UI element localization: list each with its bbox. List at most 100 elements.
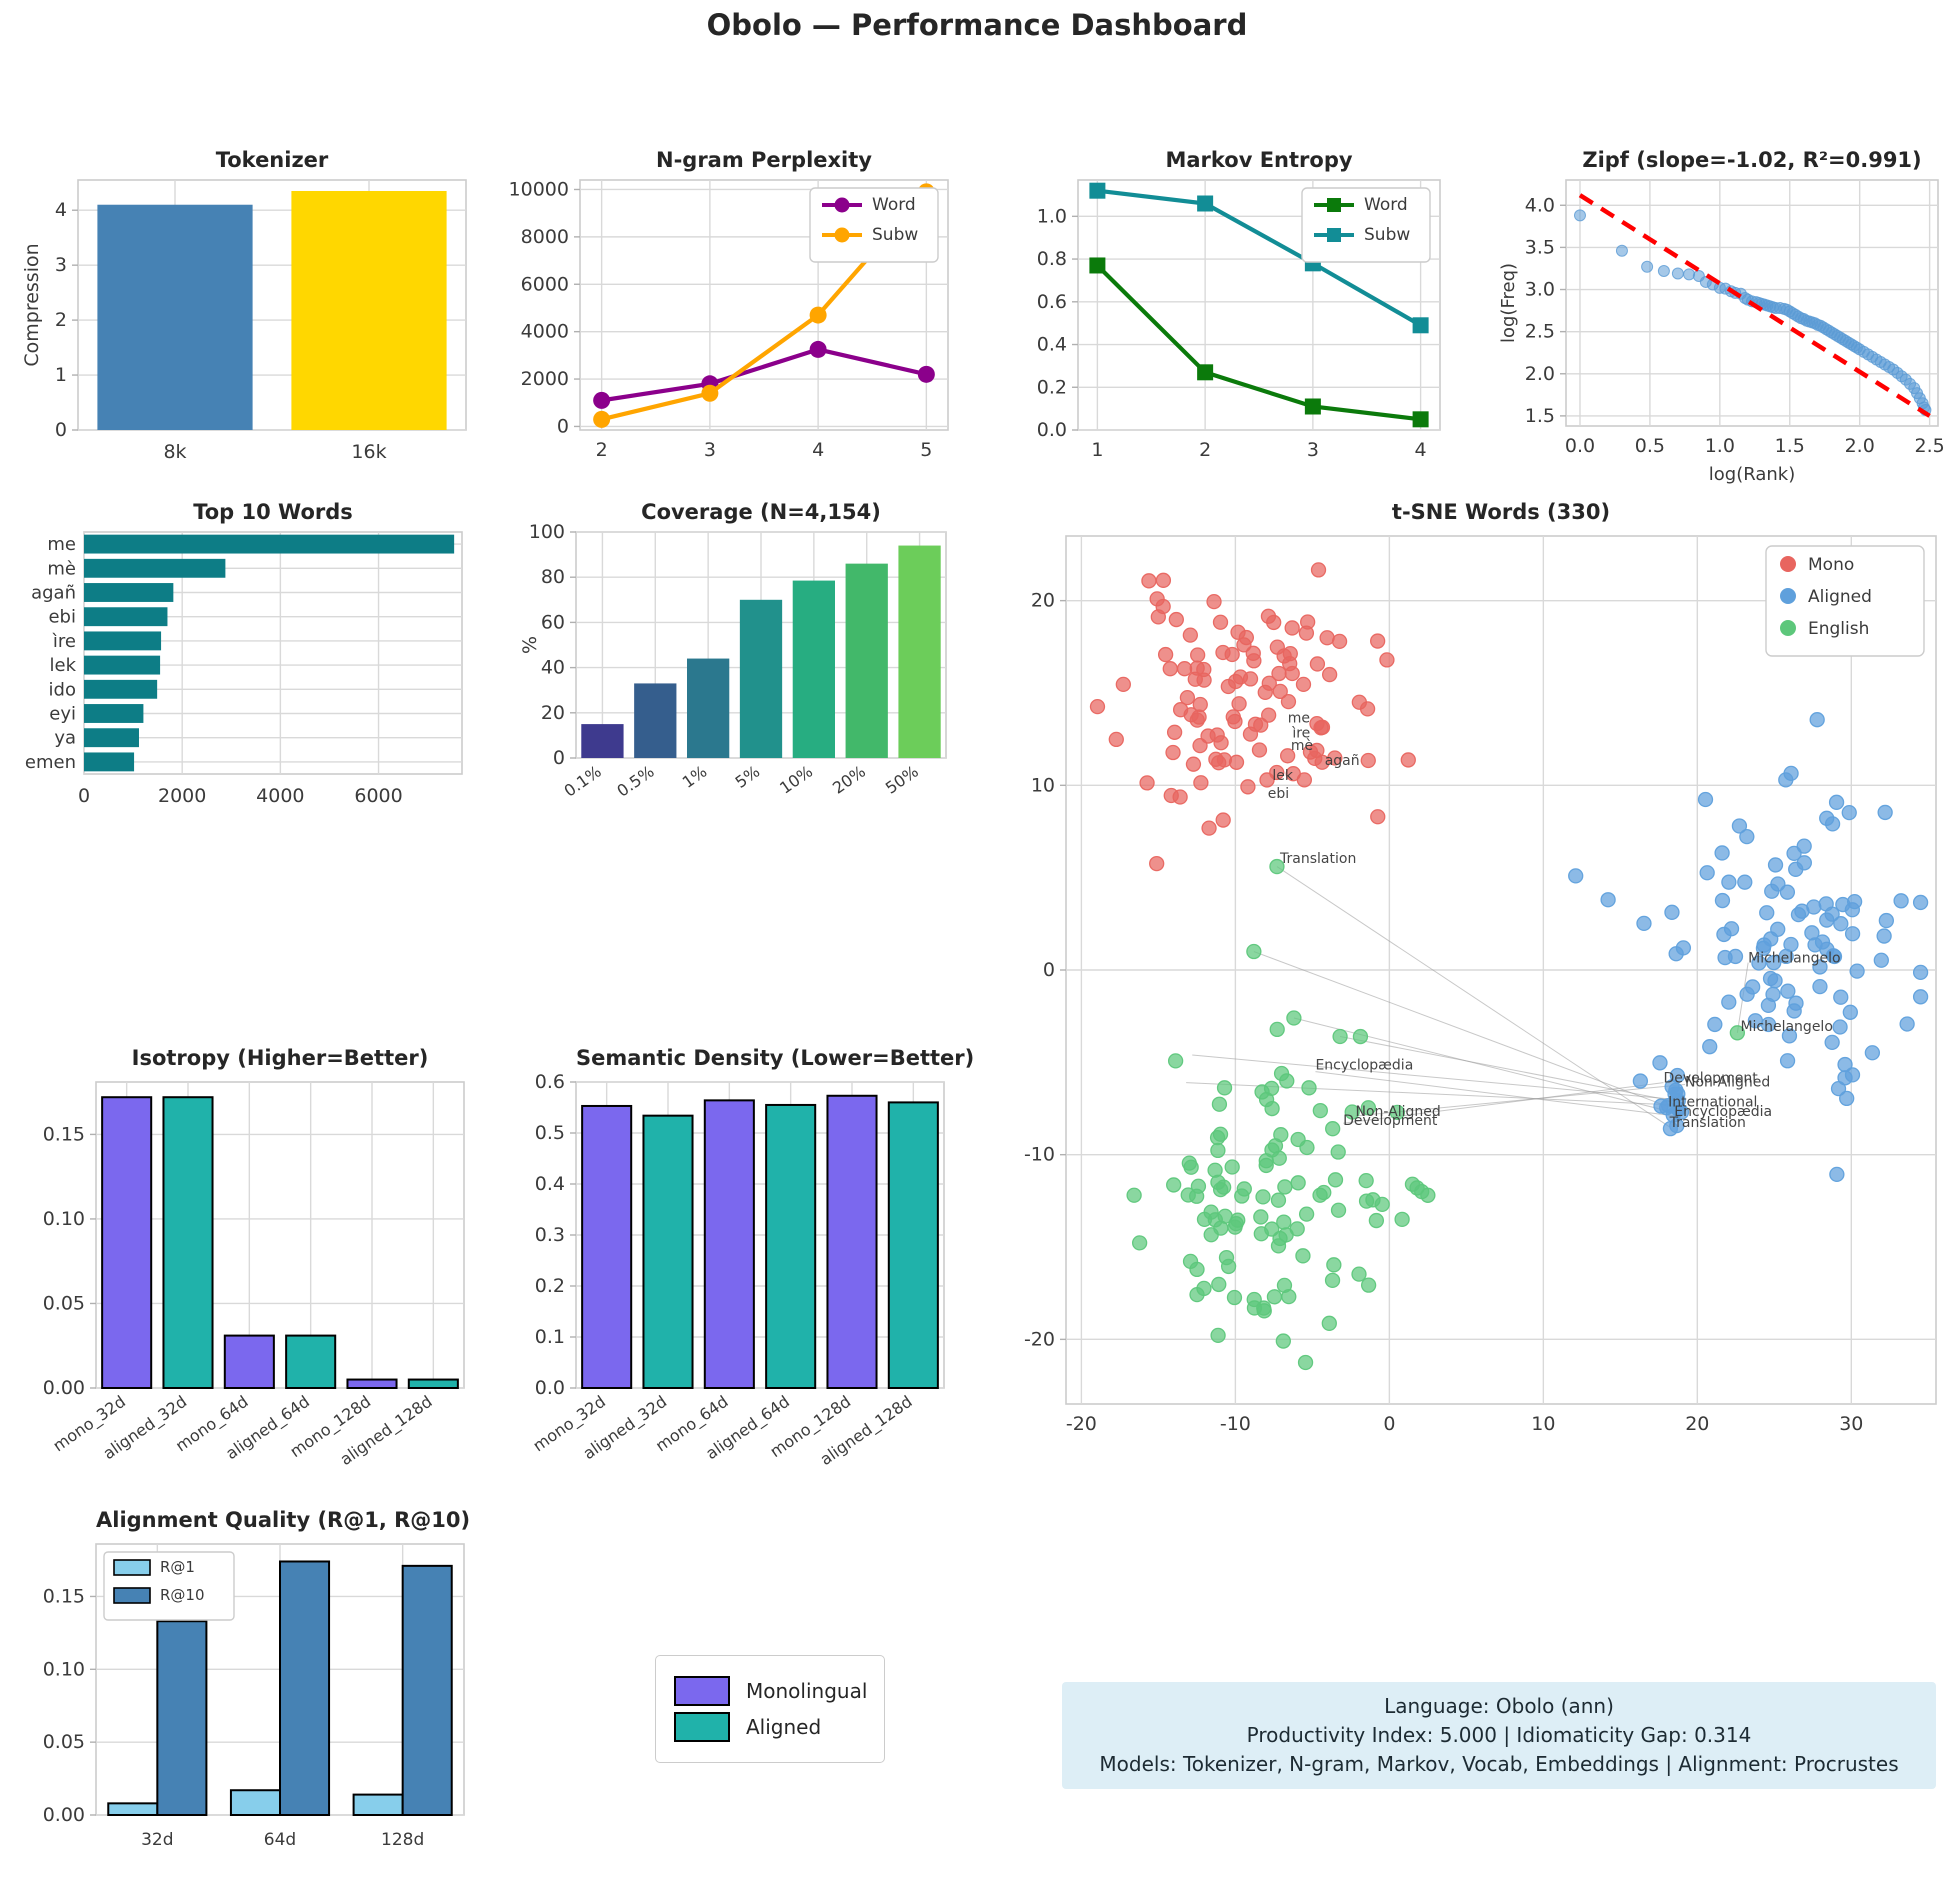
svg-text:0: 0 [553, 747, 565, 769]
svg-text:3.5: 3.5 [1525, 236, 1555, 258]
svg-text:0.15: 0.15 [43, 1123, 85, 1145]
svg-text:0.5%: 0.5% [613, 762, 657, 801]
tsne-label-Michelangelo: Michelangelo [1748, 951, 1840, 967]
chart-title-isotropy: Isotropy (Higher=Better) [131, 1046, 429, 1070]
chart-isotropy: Isotropy (Higher=Better) 0.00 0.05 0.10 0.1… [20, 1038, 480, 1500]
svg-text:R@10: R@10 [160, 1586, 205, 1604]
svg-text:ya: ya [54, 728, 76, 749]
isotropy-bar-mono_64d [223, 1334, 275, 1389]
svg-text:1: 1 [1091, 439, 1103, 461]
chart-ngram-perplexity: N-gram Perplexity 0 2000 4000 6000 8000 10000… [500, 140, 960, 475]
top10-bar-agañ [84, 583, 174, 602]
svg-text:0.4: 0.4 [535, 1173, 565, 1195]
alignment-plot-canvas: 0.00 0.05 0.10 0.15 32d 64d 128d R@1 R@10 [43, 1543, 465, 1850]
svg-text:0: 0 [1043, 959, 1055, 981]
tsne-label-ebi: ebi [1268, 786, 1289, 802]
tsne-label-mè: mè [1291, 738, 1313, 754]
svg-text:0.8: 0.8 [1037, 248, 1067, 270]
svg-text:0.0: 0.0 [1037, 419, 1067, 441]
svg-text:0.10: 0.10 [43, 1208, 85, 1230]
svg-text:ìre: ìre [52, 631, 76, 652]
svg-text:1.5: 1.5 [1775, 435, 1805, 457]
tokenizer-bar-8k [97, 204, 253, 430]
info-models: Models: Tokenizer, N-gram, Markov, Vocab… [1099, 1752, 1899, 1776]
svg-text:-10: -10 [1220, 1413, 1251, 1435]
alignment-bar-R@1-64d [229, 1789, 281, 1816]
svg-text:5%: 5% [732, 762, 764, 792]
svg-text:2.0: 2.0 [1525, 363, 1555, 385]
svg-text:3: 3 [704, 439, 716, 461]
svg-text:20: 20 [1031, 590, 1055, 612]
svg-text:80: 80 [541, 566, 565, 588]
isotropy-bar-mono_128d [346, 1378, 398, 1390]
svg-text:0.6: 0.6 [1037, 291, 1067, 313]
chart-title-zipf: Zipf (slope=-1.02, R²=0.991) [1582, 148, 1922, 172]
svg-text:100: 100 [529, 521, 565, 543]
chart-coverage: Coverage (N=4,154) 0 20 40 60 80 100 0.1% 0.5% 1… [500, 492, 960, 840]
svg-text:0.00: 0.00 [43, 1377, 85, 1399]
svg-text:0: 0 [78, 785, 90, 807]
top10-bar-me [84, 534, 455, 554]
svg-text:R@1: R@1 [160, 1558, 195, 1576]
svg-text:4: 4 [55, 199, 67, 221]
coverage-bar-0.1% [581, 724, 624, 758]
svg-text:1.5: 1.5 [1525, 405, 1555, 427]
tsne-label-me: me [1288, 711, 1310, 727]
chart-title-coverage: Coverage (N=4,154) [641, 500, 881, 524]
svg-text:log(Freq): log(Freq) [1498, 263, 1519, 343]
isotropy-bar-mono_32d [101, 1096, 153, 1389]
top10-bar-ya [84, 728, 139, 748]
chart-title-ngram: N-gram Perplexity [656, 148, 872, 172]
svg-text:64d: 64d [264, 1830, 296, 1850]
svg-text:0.05: 0.05 [43, 1731, 85, 1753]
svg-text:ido: ido [49, 679, 76, 700]
svg-text:0.2: 0.2 [1037, 376, 1067, 398]
svg-text:Mono: Mono [1808, 555, 1854, 575]
svg-text:1.0: 1.0 [1037, 205, 1067, 227]
top10-bar-lek [84, 655, 161, 675]
chart-semantic-density: Semantic Density (Lower=Better) 0.0 0.1 0.… [500, 1038, 975, 1500]
markov-plot-canvas: 0.0 0.2 0.4 0.6 0.8 1.0 1 2 3 4 Word Subw [1037, 179, 1441, 461]
tokenizer-plot-canvas: 0 1 2 3 4 8k 16k Compression [21, 179, 467, 463]
svg-text:0.00: 0.00 [43, 1804, 85, 1826]
chart-title-markov: Markov Entropy [1165, 148, 1353, 172]
svg-text:40: 40 [541, 657, 565, 679]
svg-text:1.0: 1.0 [1705, 435, 1735, 457]
svg-text:1%: 1% [679, 762, 711, 792]
chart-tsne-words: t-SNE Words (330) -20 -10 0 10 20 -20 -10 0 10 20… [990, 492, 1954, 1458]
svg-text:Compression: Compression [21, 243, 43, 366]
svg-text:-20: -20 [1024, 1328, 1055, 1350]
svg-text:32d: 32d [141, 1830, 173, 1850]
tsne-label-Development: Development [1343, 1113, 1438, 1129]
svg-text:English: English [1808, 619, 1869, 639]
svg-text:0.6: 0.6 [535, 1071, 565, 1093]
svg-text:0: 0 [55, 419, 67, 441]
svg-text:6000: 6000 [354, 785, 402, 807]
chart-title-semantic: Semantic Density (Lower=Better) [576, 1046, 975, 1070]
semantic-bar-mono_64d [703, 1099, 755, 1390]
tsne-label-lek: lek [1272, 768, 1294, 784]
alignment-bar-R@10-64d [279, 1560, 331, 1816]
chart-title-alignment: Alignment Quality (R@1, R@10) [96, 1508, 471, 1532]
semantic-bar-mono_128d [826, 1094, 878, 1390]
zipf-fit-line [1578, 193, 1931, 418]
svg-text:mè: mè [47, 558, 76, 579]
svg-text:2.5: 2.5 [1525, 321, 1555, 343]
svg-text:-20: -20 [1066, 1413, 1097, 1435]
tsne-label-Development: Development [1663, 1071, 1758, 1087]
coverage-bar-5% [739, 599, 783, 758]
info-language: Language: Obolo (ann) [1384, 1694, 1614, 1718]
svg-text:lek: lek [50, 655, 77, 676]
svg-text:4: 4 [1415, 439, 1427, 461]
isotropy-bar-aligned_64d [285, 1334, 337, 1389]
svg-text:me: me [47, 534, 76, 555]
tsne-label-Encyclopædia: Encyclopædia [1315, 1058, 1413, 1074]
aligned-swatch [674, 1712, 730, 1742]
svg-text:0.5: 0.5 [1635, 435, 1665, 457]
tsne-label-agañ: agañ [1325, 753, 1360, 769]
svg-text:2000: 2000 [158, 785, 206, 807]
tsne-label-Translation: Translation [1279, 851, 1356, 867]
monolingual-label: Monolingual [746, 1679, 868, 1703]
svg-text:4000: 4000 [521, 321, 569, 343]
